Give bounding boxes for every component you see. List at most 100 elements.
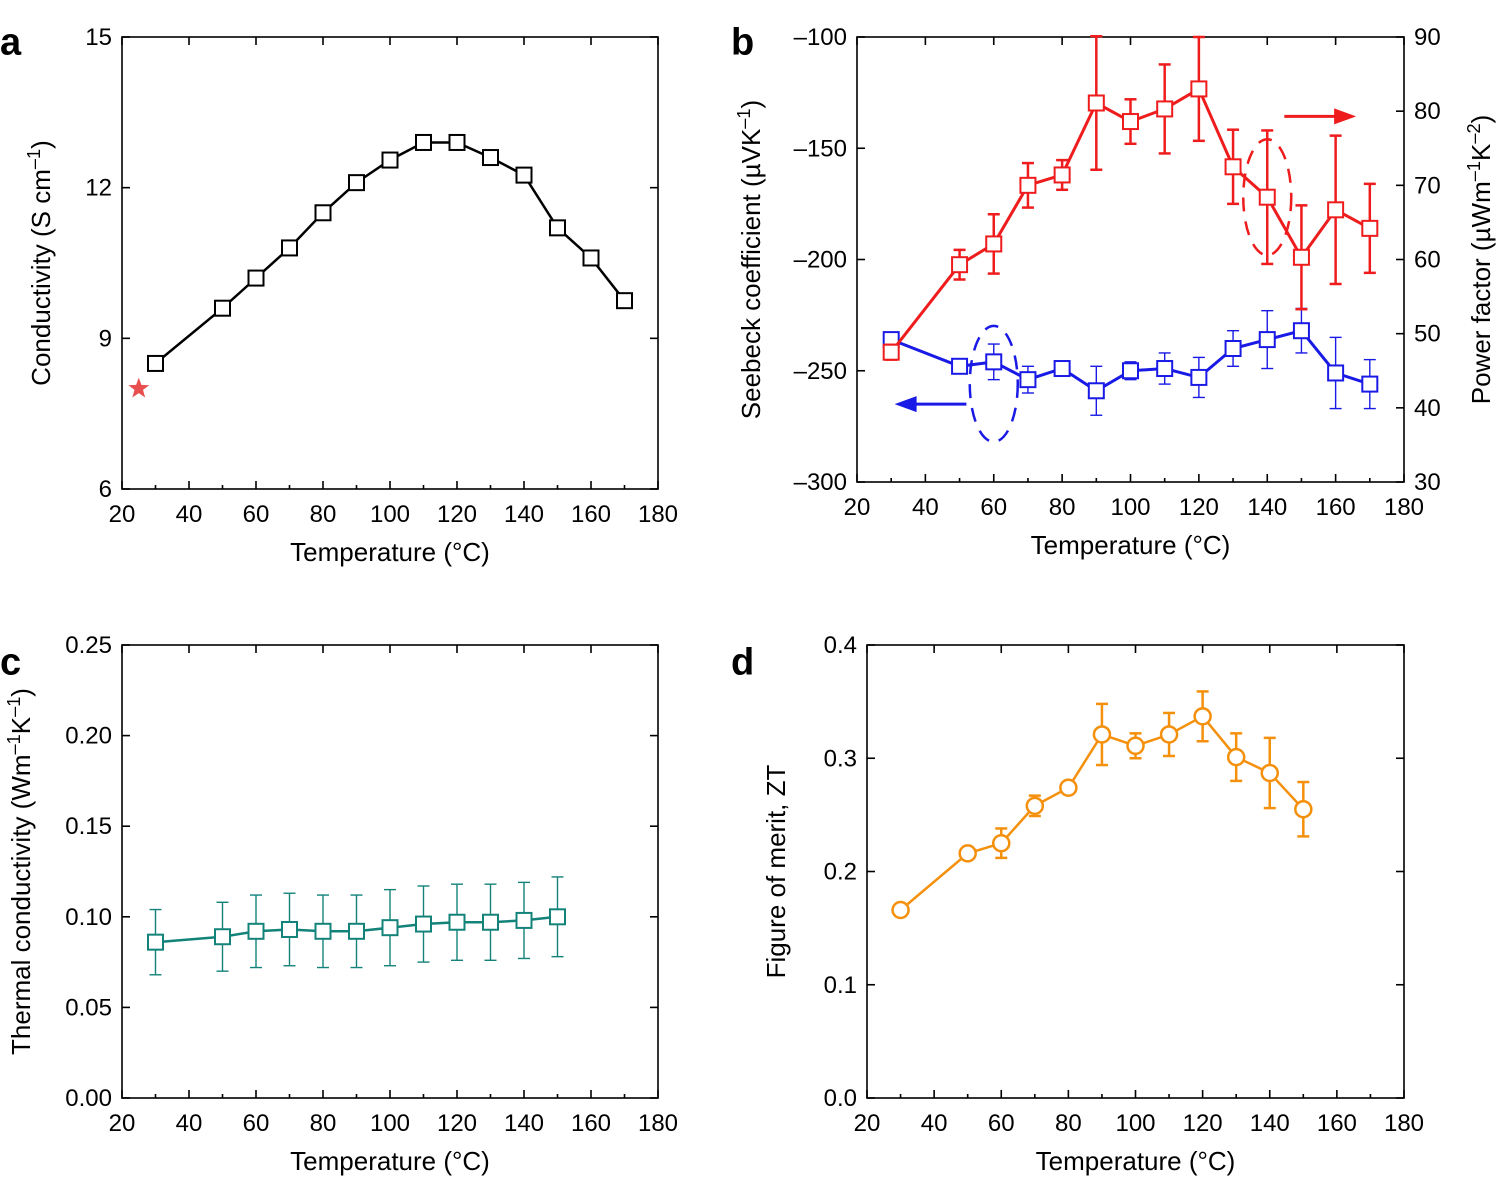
series-thermal-conductivity	[147, 876, 566, 976]
data-point	[951, 357, 969, 375]
data-point	[247, 269, 265, 287]
x-tick-label: 160	[571, 1110, 611, 1137]
y-tick-label: –100	[794, 24, 847, 51]
data-point	[616, 292, 633, 310]
data-point	[1053, 166, 1071, 184]
data-point	[1156, 100, 1174, 118]
data-point	[1224, 340, 1242, 357]
data-point	[482, 913, 499, 931]
x-tick-label: 180	[638, 501, 678, 528]
data-point	[1087, 382, 1105, 400]
data-point	[147, 354, 164, 372]
x-tick-label: 180	[1384, 1110, 1424, 1137]
panel-letter: b	[731, 21, 754, 63]
data-point	[1126, 736, 1145, 756]
y-tick-label: 0.05	[65, 994, 112, 1021]
data-point	[1258, 188, 1276, 206]
x-tick-label: 120	[1183, 1110, 1223, 1137]
x-tick-label: 100	[370, 1110, 410, 1137]
x-tick-label: 80	[1055, 1110, 1082, 1137]
x-tick-label: 100	[370, 501, 410, 528]
data-point	[1361, 219, 1379, 237]
x-axis-title: Temperature (°C)	[290, 1146, 490, 1176]
x-tick-label: 60	[988, 1110, 1015, 1137]
data-point	[381, 919, 399, 937]
x-tick-label: 20	[109, 501, 136, 528]
series-line	[154, 141, 626, 365]
y2-tick-label: 90	[1414, 24, 1441, 51]
data-point	[1190, 80, 1208, 98]
x-axis-title: Temperature (°C)	[1031, 530, 1231, 560]
data-point	[1156, 360, 1174, 378]
data-point	[214, 928, 231, 946]
x-tick-label: 20	[109, 1110, 136, 1137]
y-tick-label: 0.2	[824, 859, 857, 886]
x-tick-label: 40	[176, 501, 203, 528]
y-tick-label: 0.10	[65, 904, 112, 931]
y2-tick-label: 30	[1414, 469, 1441, 496]
dashed-ellipse	[968, 324, 1019, 444]
data-point	[1159, 725, 1179, 744]
data-point	[128, 377, 150, 398]
y-tick-label: 0.1	[824, 972, 857, 999]
data-point	[1190, 368, 1208, 386]
x-axis-title: Temperature (°C)	[1036, 1146, 1236, 1176]
y-tick-label: 0.25	[65, 632, 112, 659]
y-tick-label: 12	[85, 175, 112, 202]
x-tick-label: 160	[1316, 494, 1356, 521]
data-point	[1025, 796, 1045, 816]
data-point	[1053, 360, 1071, 378]
x-tick-label: 60	[980, 494, 1007, 521]
x-tick-label: 60	[243, 501, 270, 528]
x-tick-label: 140	[504, 501, 544, 528]
y2-tick-label: 70	[1414, 172, 1441, 199]
data-point	[1224, 158, 1242, 176]
data-point	[1122, 113, 1139, 131]
x-tick-label: 100	[1115, 1110, 1155, 1137]
data-point	[1258, 331, 1276, 349]
y2-tick-label: 60	[1414, 247, 1441, 274]
y2-tick-label: 50	[1414, 321, 1441, 348]
data-point	[281, 239, 298, 257]
data-point	[1019, 371, 1037, 389]
data-point	[958, 844, 977, 863]
chart-panel-d: d 20 40 60 80 100 120 140 160 180 0.0 0.1 0.2 0.3 0.4 T…	[731, 632, 1424, 1176]
plot-frame	[121, 36, 659, 490]
y-tick-label: 15	[85, 24, 112, 51]
data-point	[147, 933, 164, 951]
y-tick-label: 6	[99, 476, 112, 503]
data-point	[281, 920, 298, 938]
x-tick-label: 140	[1250, 1110, 1290, 1137]
x-tick-label: 80	[310, 1110, 337, 1137]
y-tick-label: 9	[99, 325, 112, 352]
x-tick-label: 60	[243, 1110, 270, 1137]
x-axis-title: Temperature (°C)	[290, 537, 490, 567]
data-point	[1292, 322, 1310, 340]
data-point	[515, 911, 533, 929]
x-tick-label: 160	[571, 501, 611, 528]
data-point	[882, 343, 900, 361]
y-tick-label: –200	[794, 247, 847, 274]
data-point	[1059, 778, 1078, 797]
data-point	[448, 133, 466, 151]
y2-tick-label: 40	[1414, 395, 1441, 422]
data-point	[348, 174, 365, 192]
y-tick-label: 0.4	[824, 632, 857, 659]
data-point	[348, 922, 365, 940]
data-point	[482, 149, 499, 167]
y2-tick-label: 80	[1414, 98, 1441, 125]
y-tick-label: 0.20	[65, 723, 112, 750]
data-point	[549, 219, 566, 237]
y-tick-label: 0.00	[65, 1085, 112, 1112]
x-tick-label: 140	[1247, 494, 1287, 521]
y-tick-label: 0.15	[65, 813, 112, 840]
series-seebeck-coefficient	[882, 307, 1379, 416]
data-point	[549, 908, 566, 926]
arrow-right-head	[1334, 108, 1357, 125]
data-point	[314, 922, 332, 940]
data-point	[1260, 763, 1279, 783]
y-axis-title: Thermal conductivity (Wm–1K–1)	[4, 688, 36, 1055]
x-tick-label: 40	[176, 1110, 203, 1137]
data-point	[314, 204, 332, 222]
